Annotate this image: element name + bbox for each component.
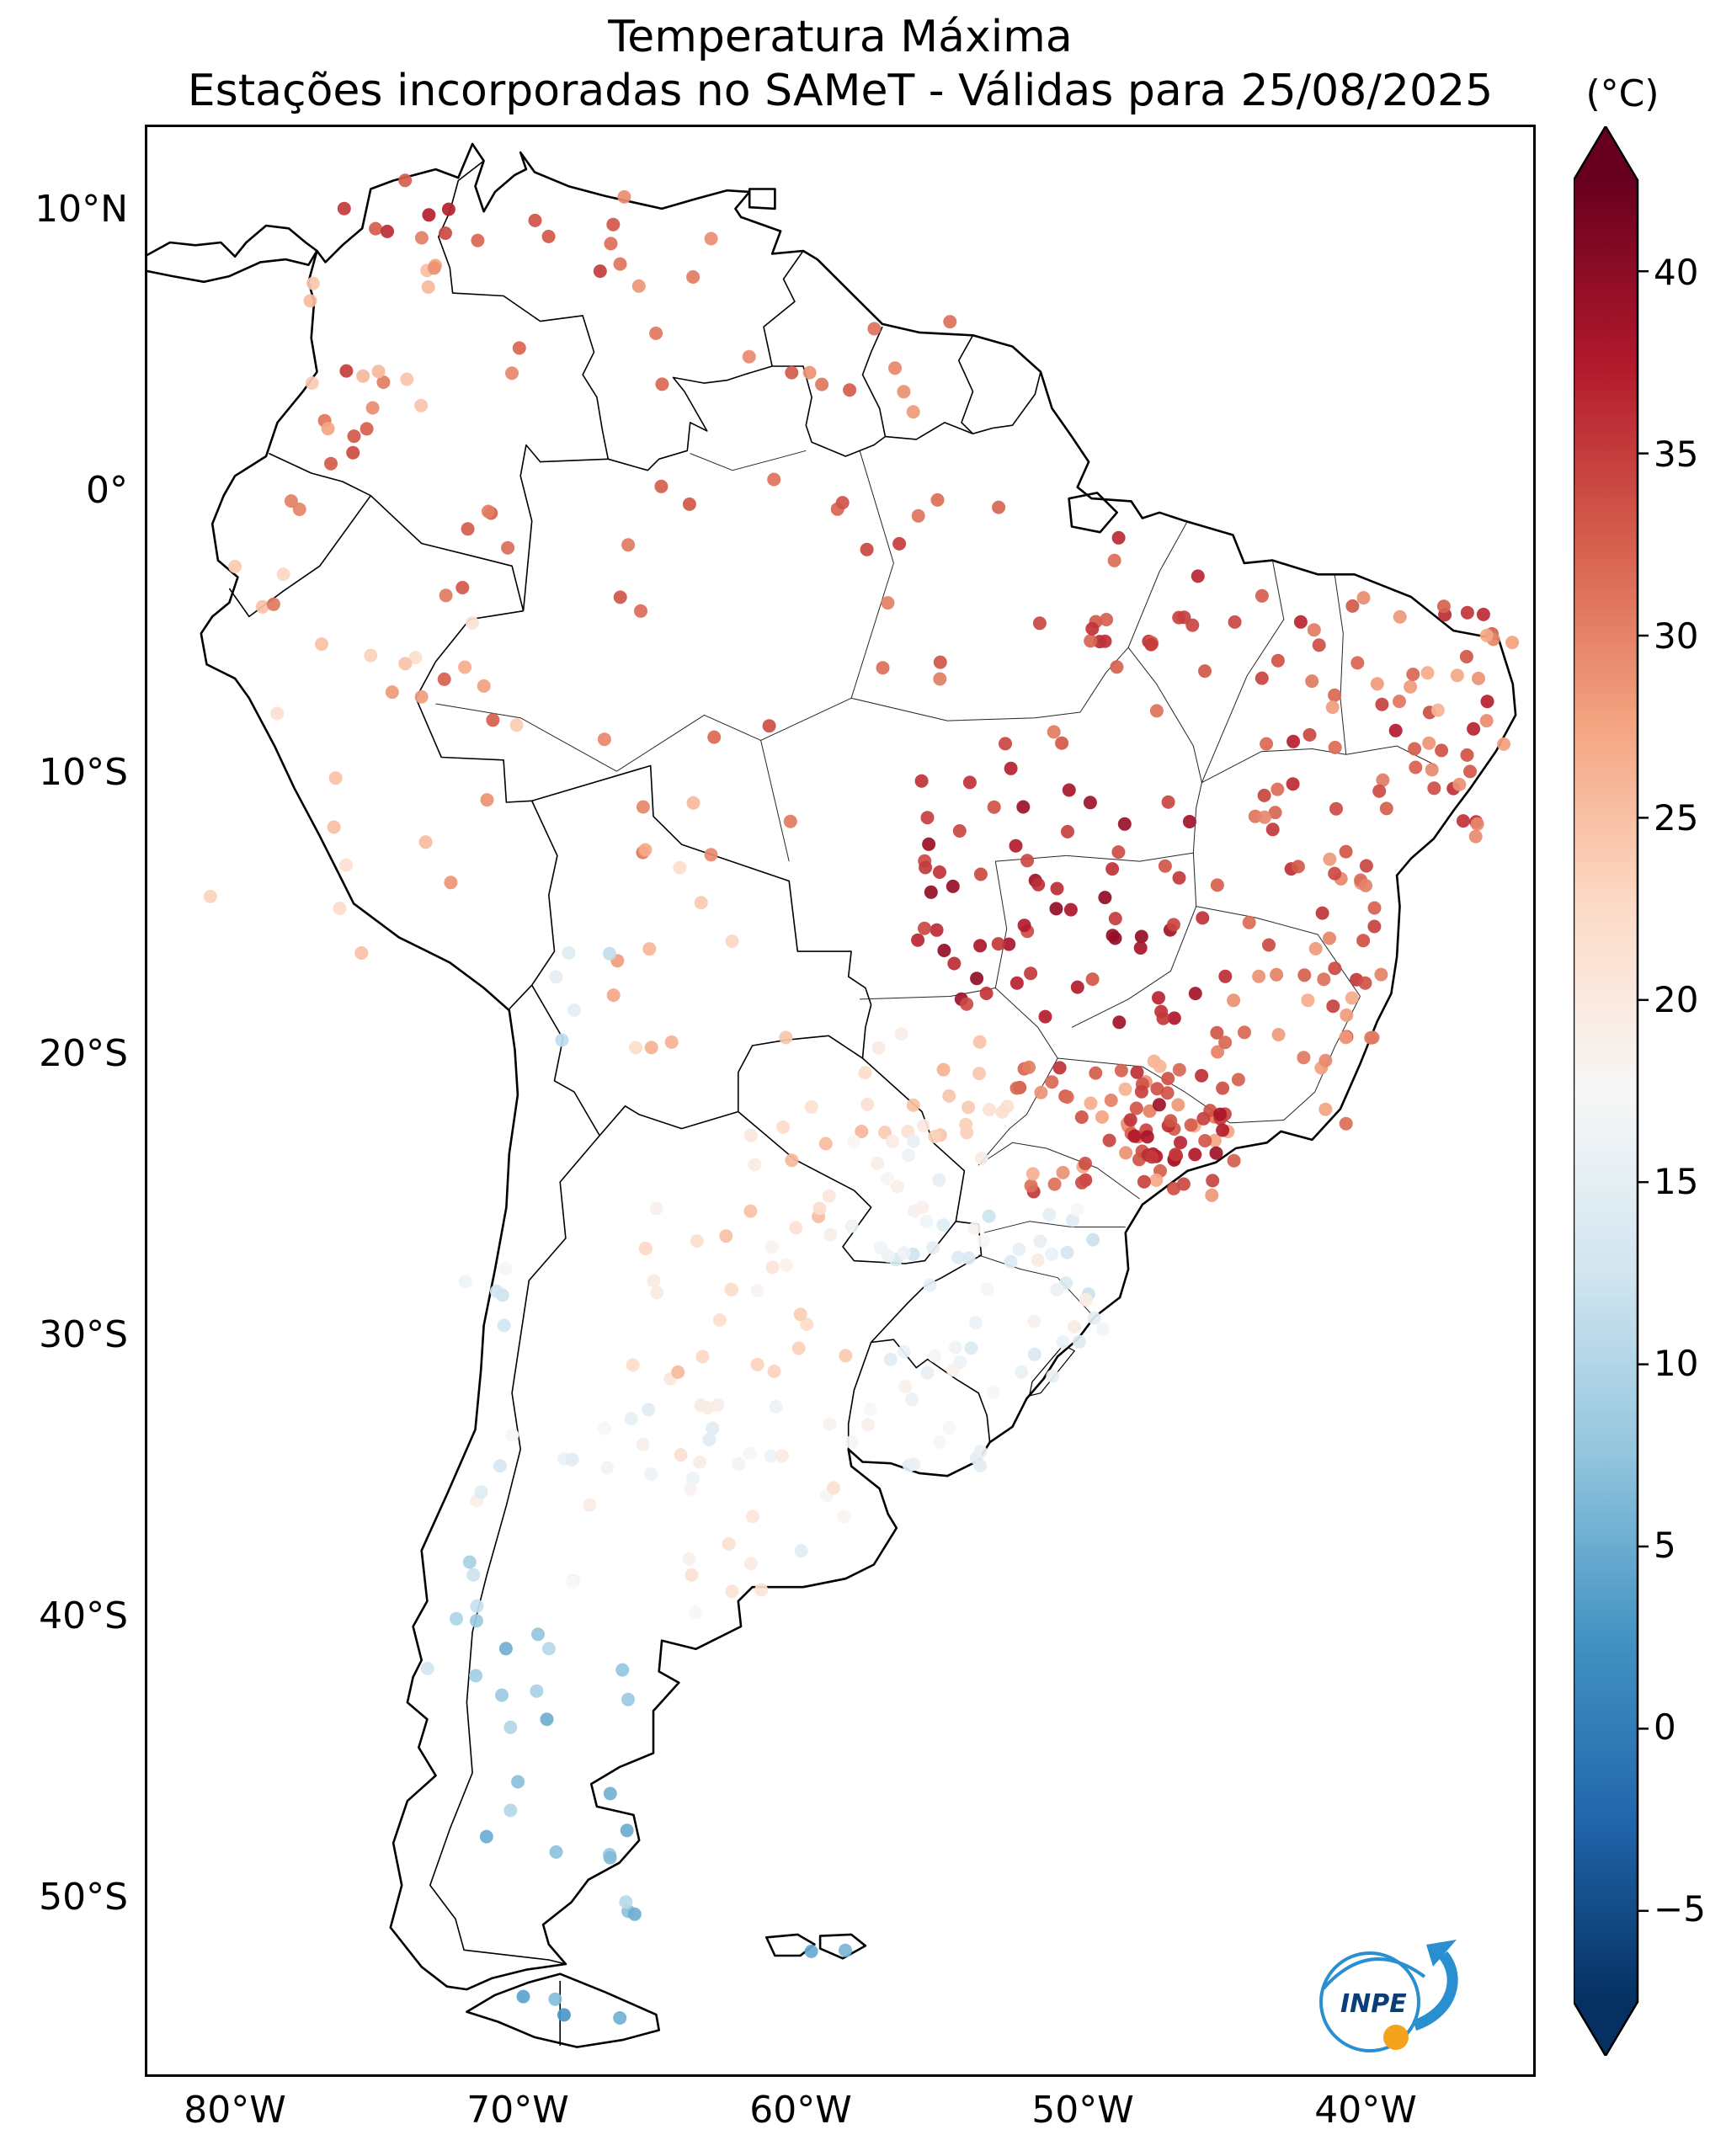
colorbar-gradient — [1574, 180, 1638, 2002]
lon-tick-80w: 80°W — [184, 2089, 286, 2132]
cb-tick-5: 5 — [1654, 1525, 1676, 1566]
lon-tick-60w: 60°W — [749, 2089, 852, 2132]
colorbar-ticks — [1638, 269, 1649, 1913]
lat-tick-10n: 10°N — [35, 188, 128, 231]
colorbar-extend-max — [1574, 126, 1638, 180]
inpe-logo-text: INPE — [1340, 1989, 1407, 2019]
lon-tick-40w: 40°W — [1314, 2089, 1417, 2132]
south-america-map — [147, 142, 1520, 2048]
colorbar-extend-min — [1574, 2002, 1638, 2056]
lat-tick-40s: 40°S — [39, 1594, 128, 1637]
cb-tick-40: 40 — [1654, 252, 1699, 293]
inpe-logo-orange-dot — [1383, 2025, 1409, 2050]
coastline — [147, 142, 1517, 2048]
inpe-logo-swoosh-arrow — [1412, 1951, 1458, 2031]
station-dots — [203, 173, 1520, 2025]
cb-tick-15: 15 — [1654, 1161, 1699, 1202]
lat-tick-30s: 30°S — [39, 1313, 128, 1356]
state-borders — [435, 450, 1437, 1397]
inpe-logo-orbit-arc — [1322, 1957, 1426, 1990]
cb-tick-m5: −5 — [1654, 1888, 1706, 1930]
chart-subtitle: Estações incorporadas no SAMeT - Válidas… — [187, 66, 1494, 116]
chart-title: Temperatura Máxima — [608, 12, 1073, 62]
lat-tick-50s: 50°S — [39, 1876, 128, 1919]
lon-tick-70w: 70°W — [466, 2089, 569, 2132]
cb-tick-10: 10 — [1654, 1343, 1699, 1384]
lat-tick-10s: 10°S — [39, 751, 128, 794]
cb-tick-20: 20 — [1654, 979, 1699, 1020]
lon-tick-50w: 50°W — [1031, 2089, 1134, 2132]
colorbar-unit-label: (°C) — [1585, 72, 1659, 115]
lat-tick-0: 0° — [86, 469, 128, 512]
colorbar — [1572, 124, 1658, 2058]
cb-tick-35: 35 — [1654, 434, 1699, 475]
cb-tick-30: 30 — [1654, 615, 1699, 657]
inpe-logo: INPE — [1298, 1928, 1467, 2071]
lat-tick-20s: 20°S — [39, 1032, 128, 1075]
cb-tick-25: 25 — [1654, 797, 1699, 838]
inpe-logo-arrowhead — [1426, 1940, 1457, 1967]
map-plot-area: INPE — [145, 125, 1536, 2077]
cb-tick-0: 0 — [1654, 1706, 1676, 1748]
title-block: Temperatura Máxima Estações incorporadas… — [145, 10, 1536, 118]
